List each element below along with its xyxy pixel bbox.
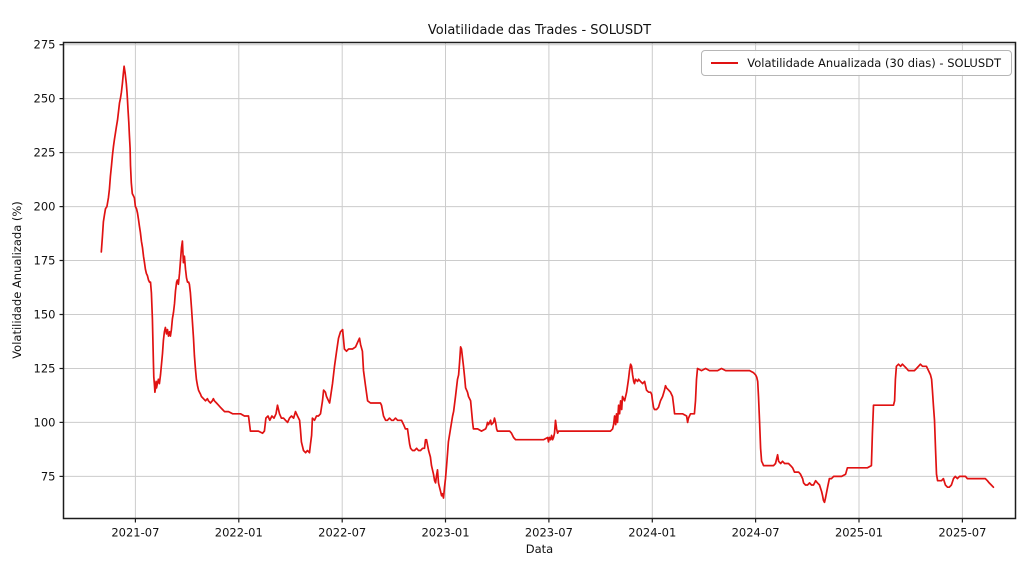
x-tick-label: 2023-07 <box>525 526 573 540</box>
y-tick-label: 275 <box>34 38 56 52</box>
x-axis-label: Data <box>525 542 554 556</box>
legend: Volatilidade Anualizada (30 dias) - SOLU… <box>701 50 1012 76</box>
x-tick-label: 2021-07 <box>111 526 159 540</box>
x-tick-label: 2024-07 <box>732 526 780 540</box>
y-tick-label: 75 <box>41 469 56 483</box>
x-tick-label: 2024-01 <box>628 526 676 540</box>
y-tick-label: 175 <box>34 254 56 268</box>
y-tick-label: 125 <box>34 362 56 376</box>
y-tick-label: 250 <box>34 92 56 106</box>
x-tick-label: 2023-01 <box>421 526 469 540</box>
series-line-volatility <box>100 65 995 504</box>
legend-line-sample <box>711 62 739 64</box>
x-tick-label: 2025-01 <box>835 526 883 540</box>
chart-title: Volatilidade das Trades - SOLUSDT <box>427 23 652 38</box>
x-tick-label: 2022-07 <box>318 526 366 540</box>
y-tick-label: 200 <box>34 200 56 214</box>
axes-border <box>62 41 1017 520</box>
x-tick-label: 2025-07 <box>938 526 986 540</box>
x-tick-label: 2022-01 <box>215 526 263 540</box>
y-tick-label: 225 <box>34 146 56 160</box>
y-tick-label: 150 <box>34 308 56 322</box>
y-tick-label: 100 <box>34 415 56 429</box>
legend-label: Volatilidade Anualizada (30 dias) - SOLU… <box>747 56 1001 70</box>
y-axis-label: Volatilidade Anualizada (%) <box>10 201 24 359</box>
